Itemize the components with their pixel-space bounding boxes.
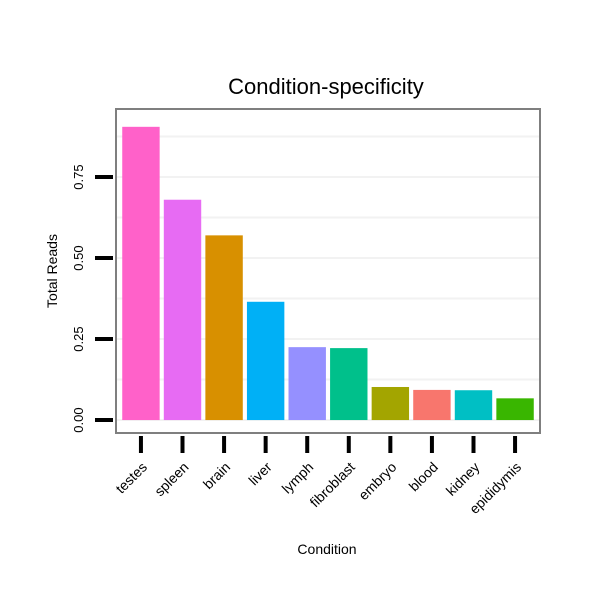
bar-testes bbox=[122, 126, 160, 421]
x-axis: testes spleen brain liver lymphfibroblastemb… bbox=[112, 436, 524, 517]
y-tick-label: 0.00 bbox=[71, 407, 86, 432]
x-axis-title: Condition bbox=[297, 541, 356, 557]
y-tick-label: 0.50 bbox=[71, 245, 86, 270]
bar-liver bbox=[246, 301, 285, 421]
x-tick-label-kidney: kidney bbox=[443, 459, 483, 499]
x-tick-label-fibroblast: fibroblast bbox=[306, 459, 358, 511]
bar-lymph bbox=[288, 347, 326, 421]
bar-blood bbox=[413, 389, 451, 421]
bar-epididymis bbox=[496, 398, 534, 421]
bar-brain bbox=[205, 235, 243, 421]
plot-panel-border bbox=[115, 108, 541, 434]
x-tick-label-spleen: spleen bbox=[151, 459, 191, 499]
x-tick-label-lymph: lymph bbox=[279, 459, 317, 497]
y-axis-title: Total Reads bbox=[44, 234, 60, 308]
chart-title: Condition-specificity bbox=[228, 74, 424, 99]
bar-kidney bbox=[454, 390, 493, 421]
bar-embryo bbox=[371, 386, 410, 421]
bar-fibroblast bbox=[330, 348, 368, 421]
x-tick-label-liver: liver bbox=[245, 459, 275, 489]
x-tick-label-blood: blood bbox=[405, 459, 441, 495]
y-tick-label: 0.75 bbox=[71, 164, 86, 189]
x-tick-label-brain: brain bbox=[200, 459, 233, 492]
y-axis: 0.00 0.25 0.50 0.75 bbox=[71, 164, 113, 433]
bars bbox=[122, 126, 534, 421]
y-tick-label: 0.25 bbox=[71, 326, 86, 351]
x-tick-label-testes: testes bbox=[112, 459, 150, 497]
x-tick-label-embryo: embryo bbox=[355, 459, 399, 503]
bar-spleen bbox=[163, 199, 202, 421]
